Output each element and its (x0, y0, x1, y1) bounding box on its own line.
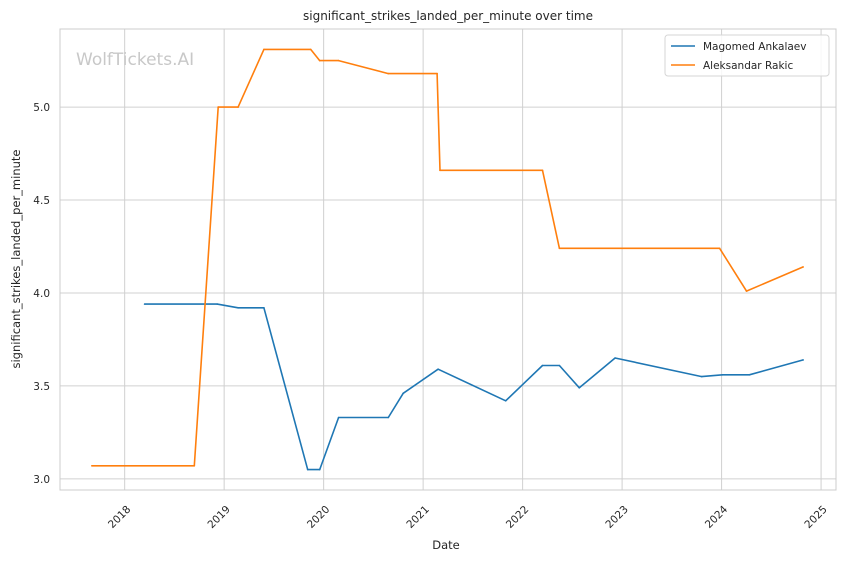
y-tick-labels: 3.0 3.5 4.0 4.5 5.0 (33, 102, 50, 486)
data-point (237, 106, 239, 108)
x-gridlines (124, 29, 822, 490)
legend-label-rakic: Aleksandar Rakic (703, 60, 793, 72)
data-point (802, 266, 804, 268)
data-point (91, 465, 93, 467)
data-point (318, 59, 321, 62)
data-point (216, 303, 218, 305)
data-point (541, 169, 544, 172)
data-point (439, 169, 441, 172)
watermark-text: WolfTickets.AI (76, 50, 194, 70)
x-axis-label: Date (432, 538, 460, 552)
series-line-aleksandar-rakic (91, 48, 804, 467)
data-point (237, 307, 239, 309)
data-point (436, 72, 438, 75)
y-tick-label: 3.0 (33, 474, 50, 486)
data-point (337, 416, 340, 419)
data-point (748, 374, 751, 376)
data-point (504, 400, 507, 402)
series-layer (91, 48, 804, 471)
data-point (387, 416, 390, 419)
data-point (700, 375, 703, 378)
legend-label-ankalaev: Magomed Ankalaev (703, 41, 806, 53)
data-point (143, 303, 146, 305)
data-point (193, 465, 196, 467)
data-point (718, 247, 721, 250)
data-point (745, 290, 748, 292)
chart-title: significant_strikes_landed_per_minute ov… (303, 9, 593, 23)
data-point (437, 368, 439, 371)
data-point (217, 106, 219, 108)
legend: Magomed Ankalaev Aleksandar Rakic (664, 34, 830, 77)
data-point (337, 59, 340, 62)
y-tick-label: 4.0 (33, 288, 50, 300)
data-point (802, 359, 804, 361)
data-point (721, 374, 724, 376)
y-tick-label: 3.5 (33, 381, 50, 393)
data-point (318, 468, 321, 471)
data-point (578, 387, 581, 389)
y-axis-label: significant_strikes_landed_per_minute (9, 150, 23, 369)
data-point (614, 357, 616, 359)
data-point (309, 48, 312, 51)
plot-frame (59, 28, 837, 491)
data-point (306, 468, 309, 471)
data-point (263, 48, 265, 51)
data-point (402, 392, 405, 395)
legend-box (664, 34, 830, 77)
y-gridlines (60, 106, 836, 480)
data-point (263, 307, 265, 309)
y-tick-label: 4.5 (33, 195, 50, 207)
data-point (558, 364, 561, 367)
data-point (558, 247, 561, 250)
y-tick-label: 5.0 (33, 102, 50, 114)
data-point (541, 364, 544, 367)
data-point (387, 72, 390, 75)
